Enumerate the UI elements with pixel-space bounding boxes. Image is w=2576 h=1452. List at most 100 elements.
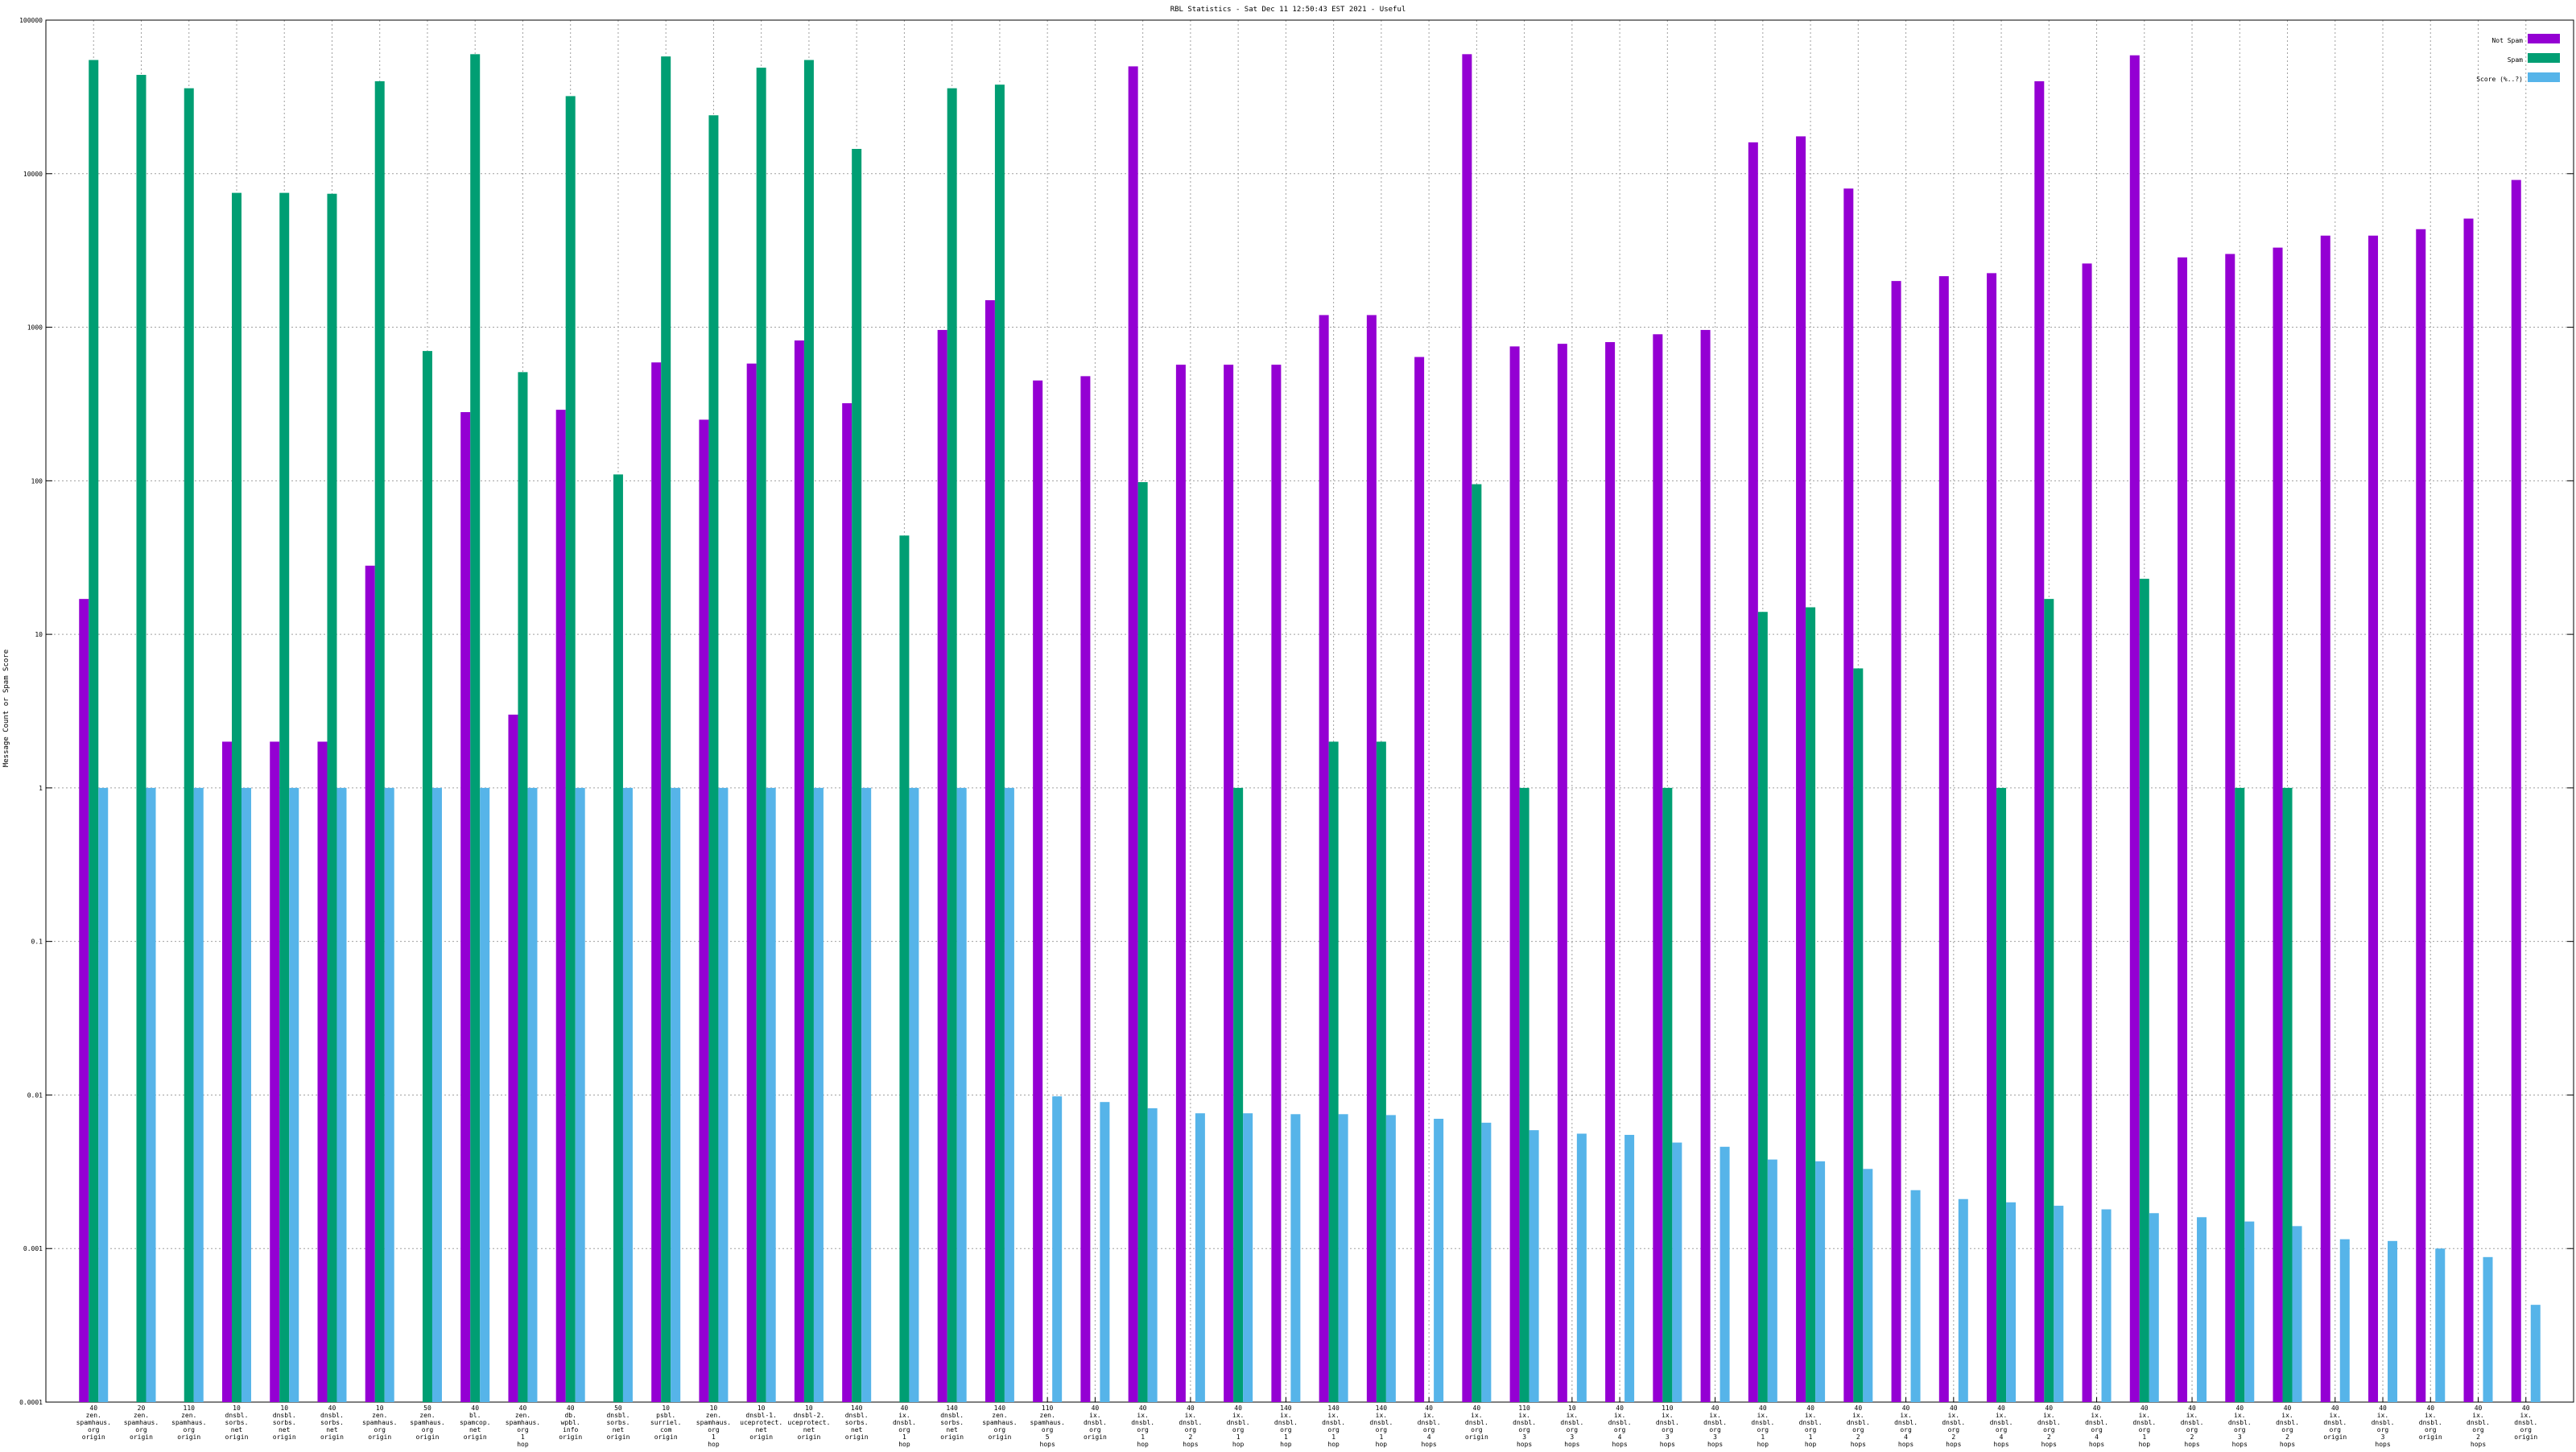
bar-not-spam (1557, 344, 1567, 1403)
bar-score (2149, 1213, 2159, 1402)
x-tick-label: 40 ix. dnsbl. org 4 hops (1608, 1405, 1632, 1448)
bar-score (384, 787, 394, 1402)
x-tick-label: 40 ix. dnsbl. org 1 hop (893, 1405, 916, 1448)
bar-spam (899, 535, 910, 1402)
x-tick-label: 140 ix. dnsbl. org 1 hop (1322, 1405, 1345, 1448)
bar-score (1910, 1190, 1921, 1402)
bar-not-spam (1224, 365, 1234, 1403)
legend-label: Not Spam (2491, 37, 2523, 44)
bar-score (1147, 1108, 1158, 1402)
y-tick-label: 0.0001 (19, 1399, 43, 1406)
bar-spam (422, 351, 432, 1402)
bar-not-spam (270, 741, 280, 1402)
bar-not-spam (221, 741, 232, 1402)
bar-score (1004, 787, 1014, 1402)
bar-not-spam (365, 565, 375, 1403)
bar-spam (1472, 484, 1482, 1402)
y-tick-label: 10 (35, 631, 43, 638)
bar-spam (2282, 787, 2293, 1402)
bar-spam (518, 372, 528, 1402)
x-tick-label: 10 dnsbl. sorbs. net origin (273, 1405, 296, 1441)
legend-swatch (2528, 53, 2560, 63)
x-tick-label: 40 ix. dnsbl. org 3 hops (1703, 1405, 1727, 1448)
bar-not-spam (1509, 346, 1520, 1402)
x-tick-label: 10 dnsbl. sorbs. net origin (225, 1405, 249, 1441)
x-tick-label: 110 ix. dnsbl. org 3 hops (1513, 1405, 1536, 1448)
bar-not-spam (1128, 66, 1138, 1403)
bar-score (2197, 1217, 2207, 1402)
y-tick-label: 100000 (19, 17, 43, 24)
bar-not-spam (2225, 254, 2235, 1402)
x-tick-label: 40 ix. dnsbl. org 1 hop (1227, 1405, 1250, 1448)
bar-score (1052, 1096, 1063, 1402)
bar-spam (756, 68, 766, 1402)
x-tick-label: 40 ix. dnsbl. org 2 hops (2276, 1405, 2299, 1448)
bar-score (909, 787, 919, 1402)
bar-spam (89, 60, 99, 1402)
x-tick-label-layer: 40 zen. spamhaus. org origin 20 zen. spamhaus. o… (76, 1405, 2538, 1448)
bar-not-spam (937, 329, 947, 1403)
bar-score (193, 787, 204, 1402)
bar-score (2101, 1209, 2112, 1402)
bar-not-spam (746, 363, 757, 1402)
bar-score (1385, 1115, 1396, 1402)
bar-score (1958, 1198, 1968, 1402)
bar-score (2244, 1221, 2255, 1402)
bar-score (1338, 1114, 1348, 1402)
bar-spam (1662, 787, 1673, 1402)
bar-score (1767, 1159, 1777, 1402)
bar-not-spam (1605, 342, 1616, 1402)
bar-not-spam (2320, 235, 2330, 1403)
bar-spam (1137, 482, 1148, 1402)
bar-not-spam (2082, 263, 2092, 1403)
bar-not-spam (1175, 365, 1186, 1403)
bar-score (1815, 1161, 1826, 1402)
bar-score (241, 787, 251, 1402)
x-tick-label: 40 ix. dnsbl. org 4 hops (1990, 1405, 2013, 1448)
x-tick-label: 110 ix. dnsbl. org 3 hops (1656, 1405, 1679, 1448)
plot-frame (45, 19, 2574, 1403)
x-tick-label: 40 ix. dnsbl. org 1 hop (2132, 1405, 2156, 1448)
y-tick-label: 10000 (23, 171, 43, 178)
bar-spam (2044, 599, 2054, 1402)
bar-not-spam (1271, 365, 1282, 1403)
y-tick-label: 0.1 (31, 938, 43, 946)
legend-swatch (2528, 72, 2560, 82)
bar-score (1672, 1142, 1682, 1402)
bar-spam (1853, 668, 1864, 1402)
x-tick-label: 20 zen. spamhaus. org origin (124, 1405, 159, 1441)
bar-not-spam (460, 412, 471, 1402)
bar-score (2435, 1248, 2446, 1402)
bar-spam (1376, 741, 1386, 1402)
bar-score (1434, 1118, 1444, 1402)
bar-score (956, 787, 967, 1402)
bar-spam (184, 88, 194, 1403)
bar-score (671, 787, 681, 1402)
bar-spam (803, 60, 814, 1402)
bar-score (1529, 1130, 1539, 1402)
x-tick-label: 50 dnsbl. sorbs. net origin (606, 1405, 630, 1441)
bar-score (431, 787, 442, 1402)
bar-score (289, 787, 299, 1402)
bar-spam (2235, 787, 2245, 1402)
bar-not-spam (2416, 229, 2426, 1403)
x-tick-label: 10 zen. spamhaus. org 1 hop (696, 1405, 731, 1448)
bar-score (2054, 1206, 2064, 1402)
bar-spam (994, 85, 1005, 1402)
x-tick-label: 40 ix. dnsbl. org 4 hops (1894, 1405, 1918, 1448)
bar-spam (136, 75, 147, 1402)
y-tick-label: 0.001 (23, 1245, 43, 1252)
bar-not-spam (555, 410, 566, 1403)
x-tick-label: 140 ix. dnsbl. org 1 hop (1369, 1405, 1393, 1448)
bar-spam (1806, 607, 1816, 1402)
x-tick-label: 40 zen. spamhaus. org origin (76, 1405, 111, 1441)
bar-not-spam (842, 402, 852, 1403)
bar-spam (470, 54, 481, 1402)
x-tick-label: 140 ix. dnsbl. org 1 hop (1274, 1405, 1298, 1448)
x-tick-label: 110 zen. spamhaus. org 5 hops (1030, 1405, 1064, 1448)
bar-not-spam (1366, 315, 1377, 1403)
bar-score (718, 787, 729, 1402)
x-tick-label: 10 zen. spamhaus. org origin (362, 1405, 397, 1441)
bar-score (480, 787, 490, 1402)
bar-not-spam (2178, 257, 2188, 1402)
